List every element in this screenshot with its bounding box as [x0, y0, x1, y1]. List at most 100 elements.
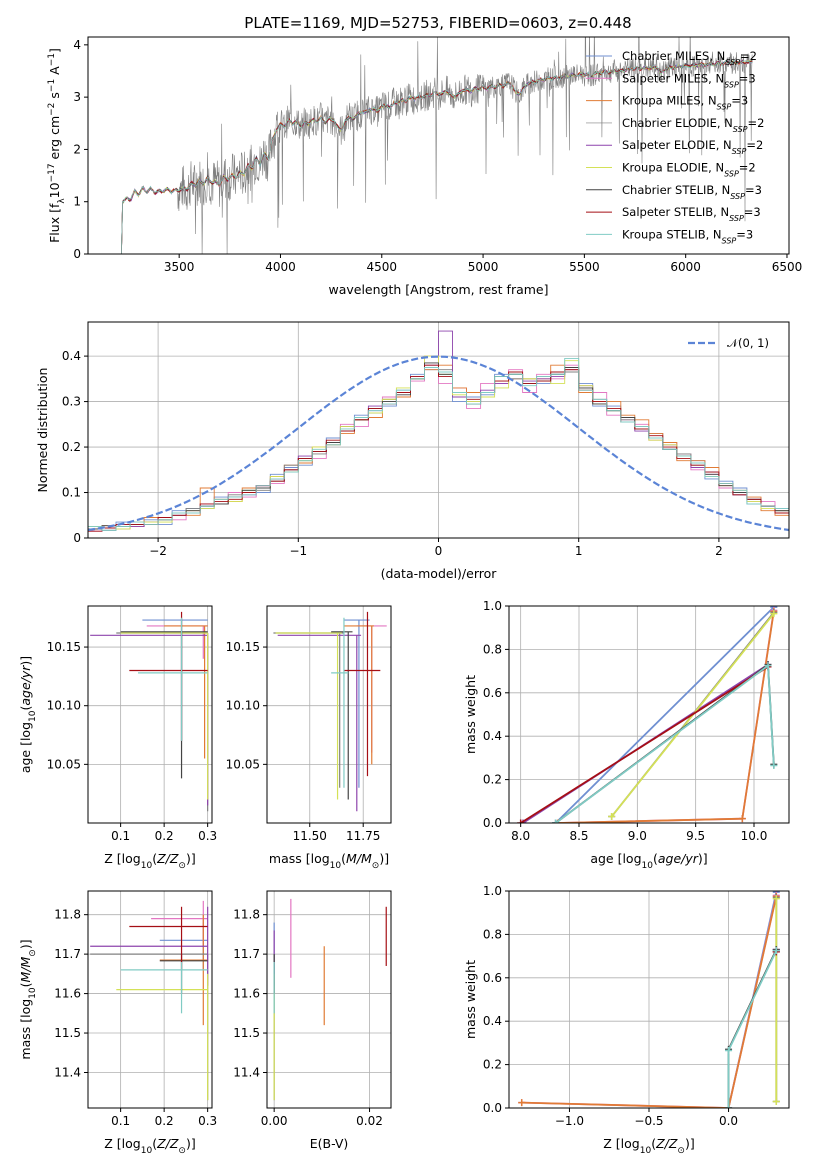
x-tick-label: 9.0: [628, 829, 647, 843]
axes-frame: [87, 36, 790, 255]
chart-age_vs_mass: 11.50 11.75 10.05 10.10 10.15 mass [log10(M/M…: [226, 605, 392, 871]
chart-mass_vs_ebv: 0.00 0.02 11.4 11.5 11.6 11.7 11.8: [233, 890, 392, 1128]
errorbar-point: [90, 906, 209, 986]
x-tick-label: 5500: [569, 260, 600, 274]
legend-entry: Kroupa STELIB, NSSP=3: [622, 227, 753, 245]
legend: 𝒩(0, 1): [688, 336, 769, 350]
weight-line: [727, 949, 778, 1108]
x-tick-label: −0.5: [634, 1114, 663, 1128]
x-tick-label: 4500: [366, 260, 397, 274]
y-tick-label: 3: [73, 90, 81, 104]
axes-frame: [508, 605, 790, 824]
y-axis-label: age [log10(age/yr)]: [18, 656, 38, 773]
x-tick-label: 0.3: [198, 1114, 217, 1128]
y-tick-label: 11.6: [233, 987, 260, 1001]
errorbar-point: [331, 631, 353, 800]
weight-line: [557, 610, 775, 823]
plot-area: [88, 330, 789, 538]
plot-area: [517, 606, 778, 823]
y-tick-label: 0.6: [483, 686, 502, 700]
y-tick-label: 10.15: [47, 640, 81, 654]
x-tick-label: 9.5: [686, 829, 705, 843]
plot-area: [273, 898, 387, 1101]
x-axis-label: (data-model)/error: [381, 566, 498, 581]
weight-marker: [518, 1099, 526, 1107]
plot-area: [518, 891, 780, 1108]
chart-residuals: −2 −1 0 1 2 0 0.1 0.2 0.3 0.4 (data-model)/error No…: [35, 321, 790, 581]
histogram-step: [88, 357, 789, 538]
weight-marker: [770, 761, 778, 769]
legend-entry: Chabrier ELODIE, NSSP=2: [622, 116, 764, 133]
y-tick-label: 0: [73, 247, 81, 261]
y-tick-label: 11.7: [54, 947, 81, 961]
weight-line: [520, 666, 769, 823]
x-tick-label: −2: [149, 544, 167, 558]
y-tick-label: 0.6: [483, 971, 502, 985]
legend-entry: 𝒩(0, 1): [727, 336, 769, 350]
weight-line: [555, 606, 775, 823]
x-tick-label: 0.0: [719, 1114, 738, 1128]
x-tick-label: 6500: [772, 260, 803, 274]
x-tick-label: 4000: [265, 260, 296, 274]
y-tick-label: 1.0: [483, 599, 502, 613]
axes-frame: [266, 890, 392, 1109]
chart-mass_weight_vs_Z: −1.0 −0.5 0.0 0.0 0.2 0.4 0.6 0.8 1.0 Z [log10(Z/…: [463, 884, 790, 1156]
x-axis-label: wavelength [Angstrom, rest frame]: [328, 282, 548, 297]
x-tick-label: 0.2: [155, 829, 174, 843]
y-tick-label: 0.2: [62, 440, 81, 454]
axes-frame: [266, 605, 392, 824]
errorbar-point: [90, 634, 209, 806]
legend-entry: Chabrier STELIB, NSSP=3: [622, 183, 762, 201]
y-tick-label: 10.15: [226, 640, 260, 654]
y-tick-label: 1: [73, 195, 81, 209]
x-tick-label: 8.5: [569, 829, 588, 843]
x-axis-label: Z [log10(Z/Z⊙)]: [104, 851, 195, 871]
y-tick-label: 10.10: [226, 699, 260, 713]
errorbar-point: [275, 632, 342, 800]
x-axis-label: mass [log10(M/M⊙)]: [269, 851, 389, 871]
x-tick-label: 0: [435, 544, 443, 558]
weight-line: [727, 950, 778, 1108]
x-tick-label: 3500: [164, 260, 195, 274]
x-tick-label: −1: [289, 544, 307, 558]
plot-area: [273, 611, 387, 812]
legend-entry: Kroupa MILES, NSSP=3: [622, 94, 748, 112]
weight-marker: [772, 947, 780, 955]
y-tick-label: 11.7: [233, 947, 260, 961]
x-tick-label: 1: [575, 544, 583, 558]
chart-spectrum: 3500 4000 4500 5000 5500 6000 6500 0 1 2 3 4 wavelen…: [47, 36, 803, 297]
legend-entry: Salpeter MILES, NSSP=3: [622, 71, 756, 89]
weight-marker: [770, 610, 778, 618]
y-tick-label: 1.0: [483, 884, 502, 898]
x-axis-label: age [log10(age/yr)]: [590, 851, 707, 871]
chart-mass_weight_vs_age: 8.0 8.5 9.0 9.5 10.0 0.0 0.2 0.4 0.6 0.8 1.0 age [l…: [463, 599, 790, 871]
x-tick-label: 0.3: [198, 829, 217, 843]
y-tick-label: 0.3: [62, 395, 81, 409]
y-tick-label: 0.8: [483, 642, 502, 656]
errorbar-point: [343, 619, 370, 788]
errorbar-point: [138, 617, 208, 741]
y-tick-label: 11.8: [233, 908, 260, 922]
y-tick-label: 11.8: [54, 908, 81, 922]
legend-entry: Chabrier MILES, NSSP=2: [622, 49, 757, 67]
y-tick-label: 0.8: [483, 927, 502, 941]
y-tick-label: 0.2: [483, 1058, 502, 1072]
x-axis-label: Z [log10(Z/Z⊙)]: [104, 1136, 195, 1156]
errorbar-point: [343, 611, 381, 777]
y-tick-label: 0.0: [483, 1101, 502, 1115]
x-tick-label: 0.2: [155, 1114, 174, 1128]
x-tick-label: −1.0: [555, 1114, 584, 1128]
y-axis-label: mass weight: [463, 675, 478, 754]
y-tick-label: 10.05: [47, 757, 81, 771]
y-tick-label: 4: [73, 38, 81, 52]
y-tick-label: 0.4: [483, 1014, 502, 1028]
weight-marker: [725, 1104, 733, 1108]
errorbar-point: [277, 634, 362, 812]
x-tick-label: 8.0: [511, 829, 530, 843]
y-tick-label: 10.05: [226, 757, 260, 771]
errorbar-point: [331, 617, 349, 788]
legend-entry: Salpeter ELODIE, NSSP=2: [622, 138, 763, 156]
x-tick-label: 2: [715, 544, 723, 558]
errorbar-point: [151, 900, 208, 947]
